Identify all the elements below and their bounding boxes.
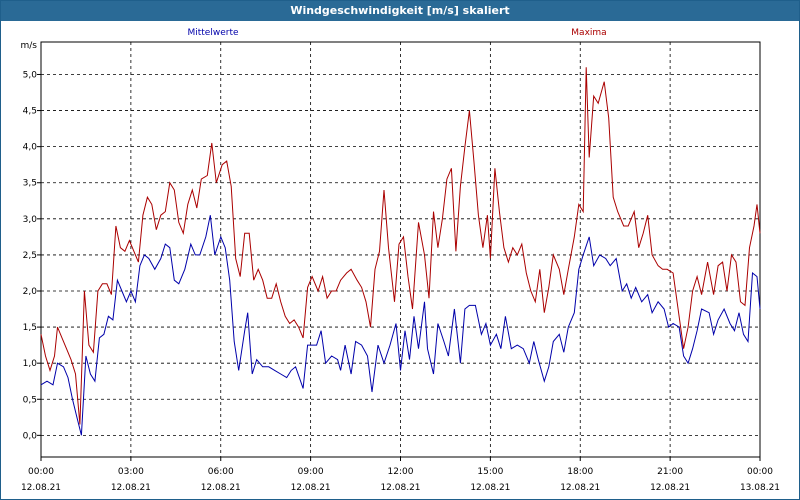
x-tick-date-label: 12.08.21 <box>380 483 420 493</box>
y-tick-label: 4,0 <box>23 143 38 153</box>
x-tick-date-label: 12.08.21 <box>201 483 241 493</box>
mittelwerte-series-line <box>40 215 761 436</box>
x-tick-time-label: 15:00 <box>477 467 503 477</box>
x-tick-time-label: 09:00 <box>298 467 324 477</box>
maxima-series-line <box>40 67 761 425</box>
x-tick-date-label: 12.08.21 <box>291 483 331 493</box>
x-tick-date-label: 12.08.21 <box>650 483 690 493</box>
x-tick-date-label: 12.08.21 <box>470 483 510 493</box>
y-tick-label: 1,0 <box>23 359 38 369</box>
series-layer <box>40 67 761 436</box>
plot-frame <box>40 41 761 458</box>
y-axis-label: m/s <box>21 41 38 51</box>
y-tick-label: 4,5 <box>23 107 37 117</box>
y-tick-label: 0,5 <box>23 395 37 405</box>
y-tick-label: 1,5 <box>23 323 37 333</box>
grid-layer <box>41 42 760 457</box>
y-tick-label: 2,5 <box>23 251 37 261</box>
y-tick-label: 3,0 <box>23 215 38 225</box>
x-tick-time-label: 21:00 <box>657 467 683 477</box>
x-tick-time-label: 03:00 <box>118 467 144 477</box>
x-tick-date-label: 12.08.21 <box>560 483 600 493</box>
axis-layer: 0,0 0,5 1,0 1,5 2,0 2,5 3,0 3,5 4,0 4,5 5,0 00:00 12… <box>21 41 781 493</box>
x-tick-date-label: 12.08.21 <box>21 483 61 493</box>
x-tick-time-label: 12:00 <box>388 467 414 477</box>
y-tick-label: 2,0 <box>23 287 38 297</box>
window-title: Windgeschwindigkeit [m/s] skaliert <box>1 1 799 21</box>
legend-label: Mittelwerte <box>187 28 238 38</box>
y-tick-label: 0,0 <box>23 431 38 441</box>
legend-layer: Mittelwerte Maxima <box>187 28 606 38</box>
x-tick-time-label: 18:00 <box>567 467 593 477</box>
x-tick-date-label: 13.08.21 <box>740 483 780 493</box>
legend-label: Maxima <box>571 28 606 38</box>
y-tick-label: 5,0 <box>23 70 38 80</box>
x-tick-time-label: 06:00 <box>208 467 234 477</box>
x-tick-date-label: 12.08.21 <box>111 483 151 493</box>
y-tick-label: 3,5 <box>23 179 37 189</box>
x-tick-time-label: 00:00 <box>747 467 773 477</box>
wind-speed-chart: 0,0 0,5 1,0 1,5 2,0 2,5 3,0 3,5 4,0 4,5 5,0 00:00 12… <box>21 28 781 493</box>
x-tick-time-label: 00:00 <box>28 467 54 477</box>
